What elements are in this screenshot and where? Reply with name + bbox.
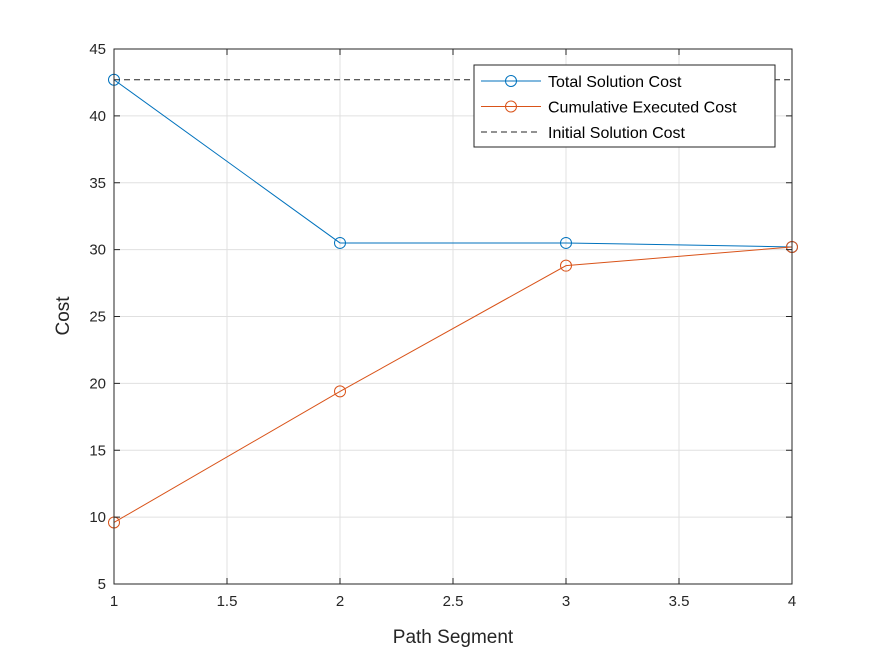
x-tick-label: 1 (110, 593, 118, 610)
x-tick-label: 2.5 (443, 593, 464, 610)
legend-label: Initial Solution Cost (548, 125, 686, 142)
legend: Total Solution Cost Cumulative Executed C… (473, 64, 776, 148)
y-tick-label: 45 (89, 41, 106, 58)
data-point (334, 385, 346, 398)
y-tick-label: 40 (89, 108, 106, 125)
legend-label: Total Solution Cost (548, 74, 682, 91)
y-tick-label: 35 (89, 175, 106, 192)
x-tick-label: 4 (788, 593, 796, 610)
y-tick-label: 30 (89, 242, 106, 259)
x-tick-label: 2 (336, 593, 344, 610)
legend-label: Cumulative Executed Cost (548, 100, 737, 117)
y-tick-label: 10 (89, 509, 106, 526)
y-tick-label: 20 (89, 375, 106, 392)
data-point (334, 236, 346, 249)
y-axis-label: Cost (53, 296, 74, 336)
y-tick-label: 5 (98, 576, 106, 593)
legend-marker (505, 100, 517, 113)
legend-marker (505, 75, 517, 87)
series-1 (108, 240, 798, 529)
data-point (560, 236, 572, 249)
series-line (113, 79, 793, 248)
x-tick-label: 1.5 (217, 593, 238, 610)
series-line (113, 246, 793, 523)
y-tick-label: 15 (89, 442, 106, 459)
x-tick-label: 3.5 (669, 593, 690, 610)
y-tick-label: 25 (89, 309, 106, 326)
x-tick-label: 3 (562, 593, 570, 610)
data-point (560, 259, 572, 272)
x-axis-label: Path Segment (393, 627, 514, 648)
